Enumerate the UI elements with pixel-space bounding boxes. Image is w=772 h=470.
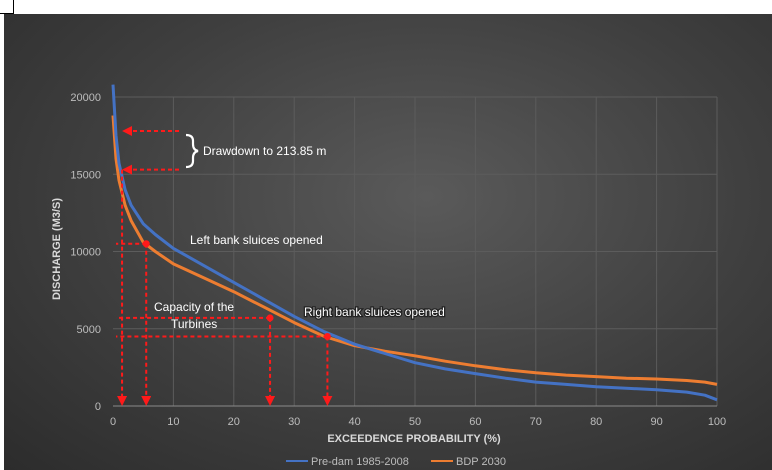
ref-point-right-bank: [323, 332, 331, 340]
legend-label-bdp: BDP 2030: [456, 456, 506, 468]
flow-duration-chart: 0 10 20 30 40 50 60 70 80 90 100 0 5000 10000 15000 200…: [51, 84, 726, 468]
capacity-label-line2: Turbines: [171, 317, 217, 331]
right-bank-label: Right bank sluices opened: [304, 305, 445, 319]
series-line-pre-dam: [111, 84, 718, 402]
ref-point-capacity: [266, 314, 274, 322]
y-tick-label: 0: [95, 401, 101, 413]
y-tick-label: 10000: [70, 247, 101, 259]
axis-ticks: 0 10 20 30 40 50 60 70 80 90 100 0 5000 10000 15000 200…: [70, 92, 726, 428]
x-tick-label: 70: [530, 416, 542, 428]
y-tick-label: 15000: [70, 169, 101, 181]
x-tick-label: 10: [167, 416, 179, 428]
corner-mark: [0, 13, 14, 14]
left-bank-label: Left bank sluices opened: [190, 233, 323, 247]
drawdown-label: Drawdown to 213.85 m: [203, 144, 326, 158]
capacity-label-line1: Capacity of the: [154, 300, 234, 314]
drawdown-brace: [185, 133, 199, 169]
chart-area: 0 10 20 30 40 50 60 70 80 90 100 0 5000 10000 15000 200…: [4, 14, 772, 470]
legend: Pre-dam 1985-2008 BDP 2030: [286, 456, 506, 468]
x-axis-title: EXCEEDENCE PROBABILITY (%): [327, 433, 501, 445]
x-tick-label: 80: [590, 416, 602, 428]
y-tick-label: 20000: [70, 92, 101, 104]
x-tick-label: 30: [288, 416, 300, 428]
y-tick-label: 5000: [77, 324, 101, 336]
corner-mark-vertical: [13, 0, 14, 14]
x-tick-label: 90: [650, 416, 662, 428]
legend-label-pre-dam: Pre-dam 1985-2008: [311, 456, 409, 468]
ref-point-left-bank: [142, 240, 150, 248]
x-tick-label: 60: [469, 416, 481, 428]
x-tick-label: 100: [708, 416, 726, 428]
series-lines: [111, 84, 718, 402]
x-tick-label: 40: [348, 416, 360, 428]
x-tick-label: 0: [110, 416, 116, 428]
y-axis-title: DISCHARGE (M3/S): [51, 198, 63, 300]
x-tick-label: 50: [409, 416, 421, 428]
reference-lines: [116, 125, 333, 406]
x-tick-label: 20: [228, 416, 240, 428]
